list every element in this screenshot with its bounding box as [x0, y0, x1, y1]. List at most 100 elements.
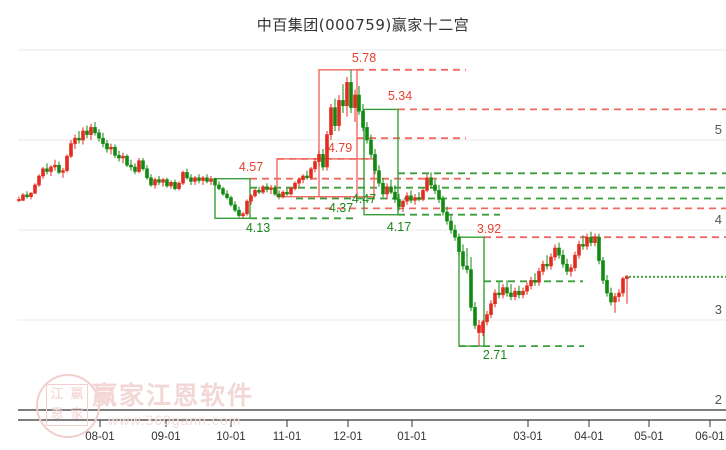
- candle-body: [357, 94, 361, 112]
- candle-body: [37, 175, 41, 186]
- candle-body: [385, 186, 389, 195]
- candle-body: [425, 177, 429, 191]
- candle-body: [109, 146, 113, 150]
- candle-body: [153, 179, 157, 186]
- candle-body: [205, 177, 209, 182]
- candle-body: [461, 251, 465, 267]
- candle-body: [493, 292, 497, 305]
- candle-body: [593, 236, 597, 243]
- candle-body: [161, 179, 165, 183]
- candle-body: [561, 254, 565, 265]
- candle-body: [261, 186, 265, 193]
- candle-body: [117, 155, 121, 159]
- candle-body: [485, 314, 489, 323]
- price-label-4.13: 4.13: [246, 221, 270, 235]
- candle-body: [445, 211, 449, 222]
- candle-body: [409, 195, 413, 201]
- candle-body: [465, 265, 469, 270]
- x-axis-tick-label: 06-01: [695, 431, 724, 443]
- candle-body: [49, 166, 53, 172]
- candle-body: [65, 155, 69, 171]
- candle-body: [241, 213, 245, 216]
- candle-body: [325, 134, 329, 168]
- candle-body: [393, 191, 397, 200]
- candle-body: [477, 325, 481, 333]
- candle-body: [257, 190, 261, 193]
- candle-body: [81, 130, 85, 141]
- candle-body: [525, 285, 529, 292]
- candle-body: [441, 199, 445, 213]
- candle-body: [45, 168, 49, 172]
- candle-body: [521, 290, 525, 296]
- candle-body: [25, 194, 29, 197]
- candle-body: [237, 209, 241, 216]
- candle-body: [389, 186, 393, 193]
- price-label-3.92: 3.92: [477, 222, 501, 236]
- candle-body: [377, 170, 381, 184]
- candle-body: [621, 278, 625, 294]
- price-label-4.47: 4.47: [352, 192, 376, 206]
- page-title: 中百集团(000759)赢家十二宫: [256, 16, 470, 34]
- candle-body: [101, 137, 105, 144]
- candle-body: [405, 195, 409, 202]
- candle-body: [489, 303, 493, 315]
- candle-body: [73, 137, 77, 144]
- candle-body: [113, 146, 117, 156]
- price-label-2.71: 2.71: [483, 348, 507, 362]
- y-axis-tick-label: 2: [715, 392, 722, 407]
- candle-body: [497, 292, 501, 296]
- candle-body: [333, 107, 337, 126]
- candle-body: [193, 177, 197, 182]
- candle-body: [321, 154, 325, 168]
- candle-body: [265, 186, 269, 190]
- candle-body: [181, 172, 185, 184]
- candle-body: [369, 139, 373, 155]
- candle-body: [157, 179, 161, 183]
- price-label-4.79: 4.79: [328, 141, 352, 155]
- candle-body: [365, 127, 369, 141]
- candle-body: [77, 137, 81, 141]
- candle-body: [29, 192, 33, 198]
- x-axis-tick-label: 08-01: [85, 431, 114, 443]
- price-label-4.37: 4.37: [329, 201, 353, 215]
- candle-body: [133, 166, 137, 172]
- candle-body: [93, 127, 97, 134]
- candle-body: [41, 168, 45, 177]
- candle-body: [273, 187, 277, 195]
- x-axis-tick-label: 11-01: [273, 431, 302, 443]
- candle-body: [601, 260, 605, 281]
- candle-body: [577, 244, 581, 256]
- candle-body: [329, 107, 333, 135]
- candle-body: [149, 177, 153, 186]
- candle-body: [53, 164, 57, 168]
- box-3.92-2.71: [458, 236, 485, 347]
- candle-body: [105, 143, 109, 150]
- candle-body: [129, 164, 133, 168]
- x-axis-tick-label: 10-01: [216, 431, 245, 443]
- candle-body: [429, 177, 433, 186]
- candle-body: [185, 172, 189, 179]
- candle-body: [509, 292, 513, 297]
- candle-body: [373, 154, 377, 171]
- candle-body: [69, 143, 73, 157]
- candle-body: [33, 184, 37, 194]
- candle-body: [557, 247, 561, 256]
- box-5.34-4.17: [363, 108, 399, 216]
- candle-body: [397, 199, 401, 207]
- candle-body: [253, 190, 257, 197]
- candle-body: [417, 197, 421, 200]
- candle-body: [121, 155, 125, 159]
- candle-body: [145, 168, 149, 179]
- candle-body: [289, 188, 293, 195]
- candle-body: [381, 182, 385, 195]
- candle-body: [361, 110, 365, 128]
- x-axis-tick-label: 04-01: [574, 431, 603, 443]
- candle-body: [61, 170, 65, 173]
- x-axis-tick-label: 05-01: [634, 431, 663, 443]
- candle-body: [297, 179, 301, 184]
- candle-body: [269, 187, 273, 190]
- candle-body: [433, 184, 437, 191]
- box-5.78-4.37: [318, 69, 358, 198]
- candle-body: [169, 182, 173, 187]
